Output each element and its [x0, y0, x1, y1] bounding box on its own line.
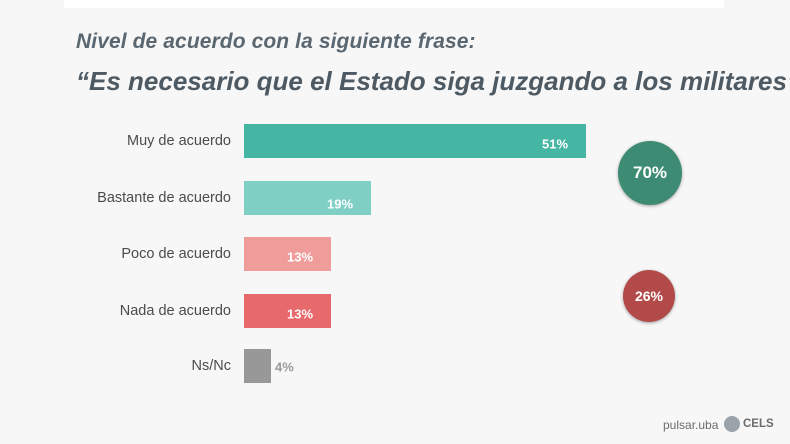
bar-value-label: 4%: [275, 359, 294, 375]
category-label: Poco de acuerdo: [121, 246, 231, 262]
bar: [244, 294, 331, 328]
bar-value-label: 13%: [287, 249, 314, 265]
chart-subtitle: Nivel de acuerdo con la siguiente frase:: [76, 30, 476, 53]
cels-logo-icon: [724, 416, 740, 432]
bar: [244, 181, 371, 215]
top-band: [64, 0, 724, 8]
bar: [244, 237, 331, 271]
summary-badge: 70%: [618, 141, 682, 205]
bar-value-label: 13%: [287, 306, 314, 322]
bar: [244, 124, 586, 158]
pulsar-logo-text: pulsar.uba: [663, 418, 719, 432]
summary-badge: 26%: [623, 270, 675, 322]
category-label: Bastante de acuerdo: [97, 190, 231, 206]
chart-title: “Es necesario que el Estado siga juzgand…: [76, 66, 790, 96]
bar-value-label: 19%: [327, 196, 354, 212]
category-label: Muy de acuerdo: [127, 133, 231, 149]
category-label: Nada de acuerdo: [119, 303, 231, 319]
cels-logo-text: CELS: [743, 418, 774, 430]
bar: [244, 349, 271, 383]
bar-value-label: 51%: [542, 136, 569, 152]
category-label: Ns/Nc: [191, 358, 231, 374]
